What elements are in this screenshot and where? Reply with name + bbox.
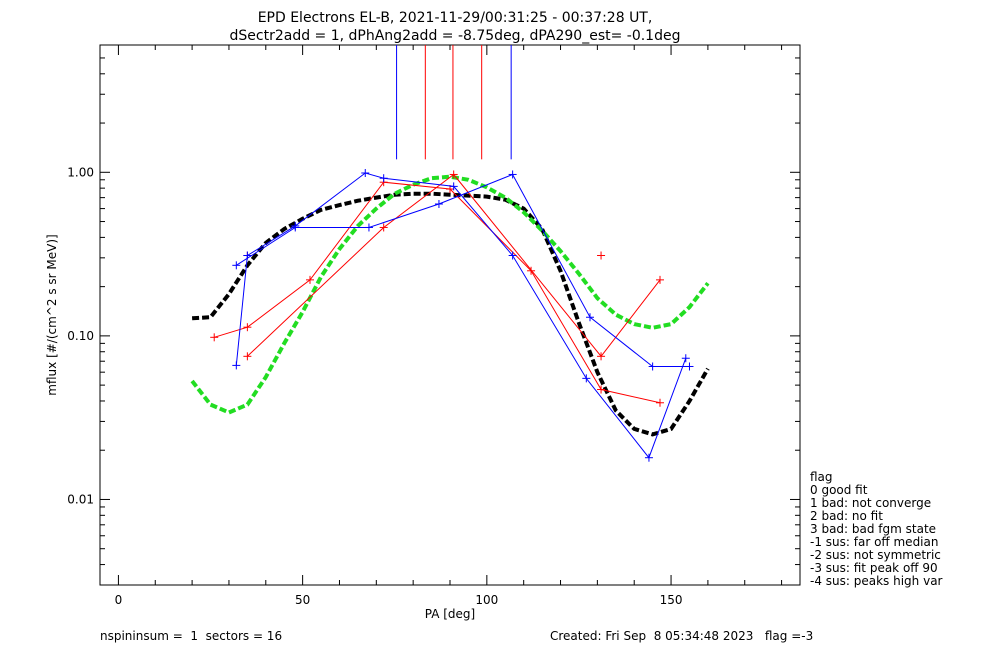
x-axis-label: PA [deg] xyxy=(425,607,475,621)
data-point xyxy=(306,275,314,284)
y-axis-label: mflux [#/(cm^2 s sr MeV)] xyxy=(45,234,59,395)
series-group xyxy=(190,169,710,462)
data-point xyxy=(656,275,664,284)
data-point xyxy=(508,170,517,179)
data-point xyxy=(656,398,664,407)
data-point xyxy=(379,223,388,232)
data-series-line xyxy=(247,173,661,358)
data-point xyxy=(449,170,458,179)
data-point xyxy=(434,200,443,209)
data-point xyxy=(508,251,517,260)
data-series-line xyxy=(235,172,687,459)
legend-entry: 1 bad: not converge xyxy=(810,496,931,510)
footer-left: nspininsum = 1 sectors = 16 xyxy=(100,629,282,643)
data-point xyxy=(243,352,252,361)
fit-curve xyxy=(190,174,710,415)
y-tick-label: 0.10 xyxy=(67,329,94,343)
data-point xyxy=(527,266,536,275)
y-axis-ticks: 0.01 0.10 1.00 xyxy=(67,44,800,586)
data-point xyxy=(291,221,300,230)
plot-frame xyxy=(99,44,801,586)
legend-entry: 2 bad: no fit xyxy=(810,509,883,523)
data-point xyxy=(364,223,373,232)
data-point xyxy=(210,333,219,342)
data-point xyxy=(449,182,458,191)
legend-entry: 3 bad: bad fgm state xyxy=(810,522,936,536)
legend-title: flag xyxy=(810,470,833,484)
footer-right: Created: Fri Sep 8 05:34:48 2023 flag =-… xyxy=(550,629,813,643)
fit-curve xyxy=(191,191,710,437)
x-tick-label: 150 xyxy=(660,593,683,607)
x-axis-ticks: 0 50 100 150 xyxy=(115,45,783,607)
chart-title-line-2: dSectr2add = 1, dPhAng2add = -8.75deg, d… xyxy=(230,28,681,44)
legend-entry: -2 sus: not symmetric xyxy=(810,548,941,562)
data-point xyxy=(597,251,606,260)
data-series-line xyxy=(236,173,690,367)
data-point xyxy=(681,354,690,363)
data-point xyxy=(586,313,594,322)
data-point xyxy=(597,352,606,361)
legend-entry: -1 sus: far off median xyxy=(810,535,938,549)
data-point xyxy=(243,323,252,332)
chart-title-line-1: EPD Electrons EL-B, 2021-11-29/00:31:25 … xyxy=(258,10,653,26)
legend-entry: 0 good fit xyxy=(810,483,868,497)
data-point xyxy=(644,453,653,462)
legend-entry: -3 sus: fit peak off 90 xyxy=(810,561,938,575)
x-tick-label: 50 xyxy=(295,593,310,607)
data-series-line xyxy=(214,181,661,404)
data-point xyxy=(361,169,370,178)
data-point xyxy=(379,174,388,183)
flag-legend: flag 0 good fit 1 bad: not converge 2 ba… xyxy=(810,470,943,588)
y-tick-label: 0.01 xyxy=(67,492,94,506)
data-point xyxy=(232,361,241,370)
data-point xyxy=(597,385,606,394)
x-tick-label: 100 xyxy=(475,593,498,607)
legend-entry: -4 sus: peaks high var xyxy=(810,574,943,588)
data-point xyxy=(582,374,591,383)
data-point xyxy=(685,362,694,371)
vertical-markers xyxy=(396,45,512,160)
data-point xyxy=(648,362,657,371)
x-tick-label: 0 xyxy=(115,593,123,607)
y-tick-label: 1.00 xyxy=(67,165,94,179)
data-point xyxy=(232,261,241,270)
data-point xyxy=(243,251,252,260)
